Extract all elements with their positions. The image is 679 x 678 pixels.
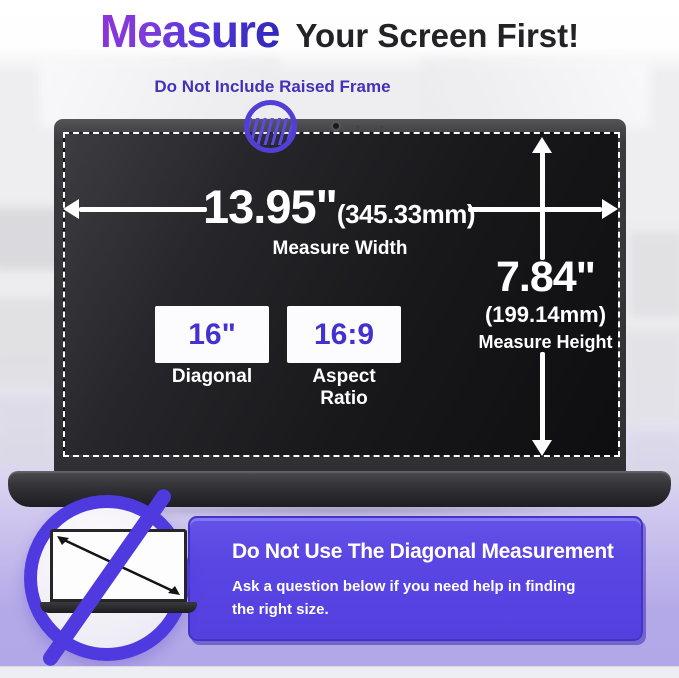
bottom-strip (0, 666, 679, 678)
width-value: 13.95" (203, 180, 338, 233)
office-background-blur (40, 58, 280, 128)
height-mm: (199.14mm) (484, 302, 607, 327)
office-background-blur (0, 298, 60, 390)
vertical-measure-arrow-line (540, 352, 545, 442)
raised-frame-hatch-pattern (249, 118, 292, 145)
title-rest: Your Screen First! (295, 17, 580, 54)
horizontal-measure-arrow-right-head (602, 199, 618, 219)
office-background-blur (0, 395, 55, 465)
vertical-measure-arrow-top-head (532, 137, 552, 153)
warning-subtext: Ask a question below if you need help in… (232, 575, 623, 622)
height-label: Measure Height (478, 332, 613, 352)
width-measurement: 13.95" (345.33mm) (203, 179, 475, 234)
width-label: Measure Width (272, 238, 408, 259)
horizontal-measure-arrow-left-head (63, 199, 79, 219)
title-highlight: Measure (99, 5, 281, 57)
webcam-icon (331, 121, 341, 131)
vertical-measure-arrow-line (540, 152, 545, 260)
laptop-screen-dashed-area (63, 132, 620, 457)
diagonal-label: Diagonal (171, 366, 253, 387)
width-mm: (345.33mm) (336, 199, 476, 229)
raised-frame-note: Do Not Include Raised Frame (154, 77, 391, 96)
aspect-ratio-spec-box: 16:9 (287, 306, 401, 363)
office-background-blur (630, 232, 679, 317)
aspect-ratio-value: 16:9 (313, 317, 375, 351)
diagonal-value: 16" (188, 317, 236, 351)
raised-frame-highlight-circle (244, 100, 297, 153)
office-background-blur (624, 330, 679, 425)
page-title: Measure Your Screen First! (0, 4, 679, 58)
mic-dot-icon (356, 125, 360, 129)
office-background-blur (420, 58, 650, 128)
mic-dot-icon (380, 125, 384, 129)
vertical-measure-arrow-bottom-head (532, 440, 552, 456)
horizontal-measure-arrow-line (79, 207, 207, 212)
warning-heading: Do Not Use The Diagonal Measurement (232, 540, 614, 563)
warning-subtext-line1: Ask a question below if you need help in… (232, 578, 576, 595)
laptop-shadow (30, 504, 650, 516)
mini-laptop-base (40, 602, 197, 613)
height-measurement: 7.84" (199.14mm) Measure Height (448, 256, 643, 353)
diagonal-spec-box: 16" (155, 306, 269, 363)
warning-banner: Do Not Use The Diagonal Measurement Ask … (188, 516, 643, 641)
height-value: 7.84" (495, 253, 596, 301)
aspect-ratio-label: Aspect Ratio (312, 366, 376, 409)
horizontal-measure-arrow-line (468, 207, 602, 212)
warning-subtext-line2: the right size. (232, 601, 329, 619)
